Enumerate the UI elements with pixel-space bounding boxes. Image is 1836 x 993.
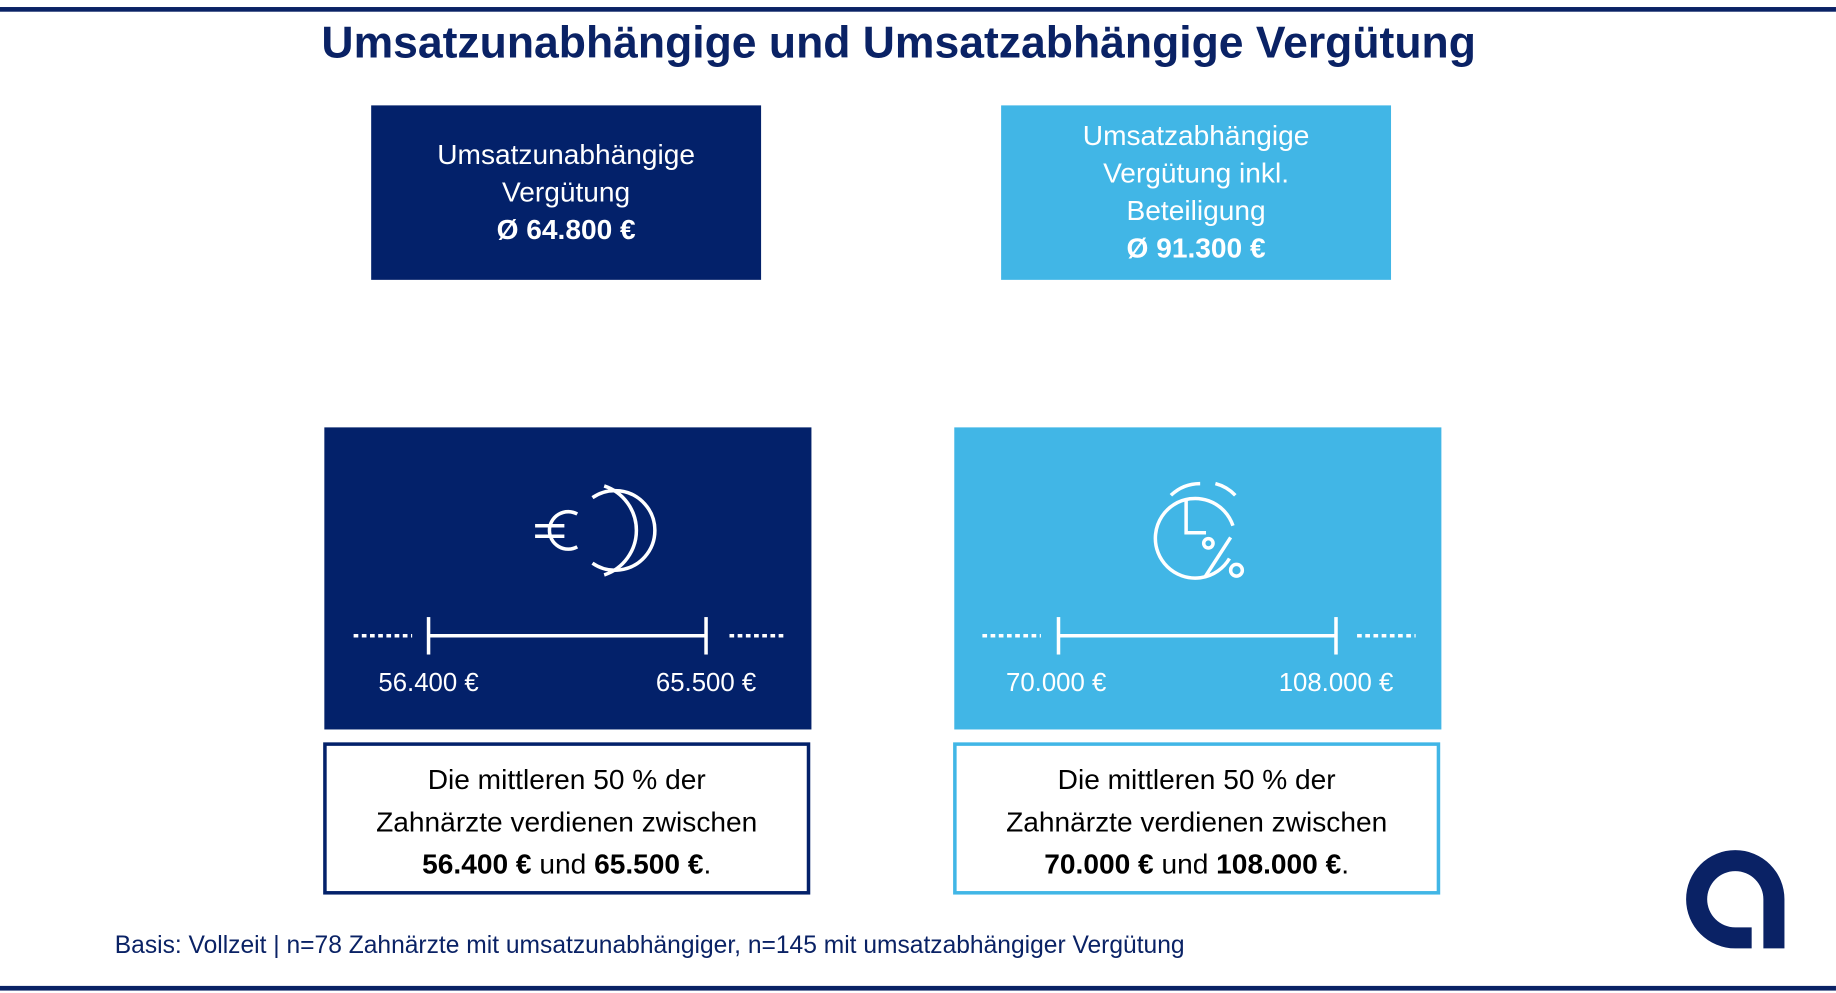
euro-icon [535, 509, 579, 551]
range-graphic [353, 484, 786, 655]
description-range: 56.400 € und 65.500 €. [327, 844, 807, 886]
card-line: Vergütung [502, 176, 631, 208]
range-high: 108.000 € [1278, 667, 1394, 697]
description-joiner: und [1161, 848, 1209, 881]
top-rule [0, 7, 1836, 12]
description-end: . [703, 848, 712, 881]
description-line: Die mittleren 50 % der [427, 764, 706, 797]
description-line: Die mittleren 50 % der [1057, 764, 1336, 797]
range-panel [954, 427, 1442, 730]
description-low: 70.000 € [1044, 848, 1154, 881]
card-average: Ø 91.300 € [1126, 232, 1266, 265]
percent-icon [1203, 536, 1233, 579]
logo-mark [1686, 850, 1785, 949]
description-box: Die mittleren 50 % der Zahnärzte verdien… [323, 742, 811, 895]
card-line: Vergütung inkl. [1103, 157, 1290, 190]
description-joiner: und [539, 848, 587, 881]
range-graphic [982, 481, 1416, 655]
range-low: 56.400 € [378, 667, 479, 697]
clock-icon [1169, 481, 1237, 497]
logo [1686, 850, 1785, 949]
range-panel [324, 427, 812, 730]
clock-hands [1184, 499, 1207, 535]
range-high: 65.500 € [655, 667, 757, 697]
card-line: Umsatzunabhängige [437, 138, 696, 171]
card-average: Ø 64.800 € [496, 213, 636, 246]
bottom-rule [0, 985, 1836, 991]
description-high: 108.000 € [1216, 848, 1342, 881]
percent-icon [1201, 536, 1215, 550]
footnote: Basis: Vollzeit | n=78 Zahnärzte mit ums… [114, 932, 1185, 959]
description-low: 56.400 € [422, 848, 532, 881]
card-line: Umsatzabhängige [1082, 120, 1310, 152]
title: Umsatzunabhängige und Umsatzabhängige Ve… [321, 18, 1476, 68]
percent-icon [1228, 562, 1245, 578]
card: Umsatzabhängige Vergütung inkl. Beteilig… [1001, 105, 1392, 280]
description-line: Zahnärzte verdienen zwischen [1006, 806, 1388, 839]
range-low: 70.000 € [1006, 667, 1107, 697]
description-line: Zahnärzte verdienen zwischen [376, 806, 758, 839]
coin-icon [591, 488, 657, 572]
coin-icon [603, 484, 639, 577]
clock-icon [1153, 496, 1235, 580]
description-end: . [1341, 848, 1350, 881]
card-line: Beteiligung [1126, 194, 1266, 227]
card: Umsatzunabhängige Vergütung Ø 64.800 € [371, 105, 762, 280]
description-high: 65.500 € [594, 848, 704, 881]
description-box: Die mittleren 50 % der Zahnärzte verdien… [953, 742, 1441, 895]
description-range: 70.000 € und 108.000 €. [957, 844, 1437, 886]
